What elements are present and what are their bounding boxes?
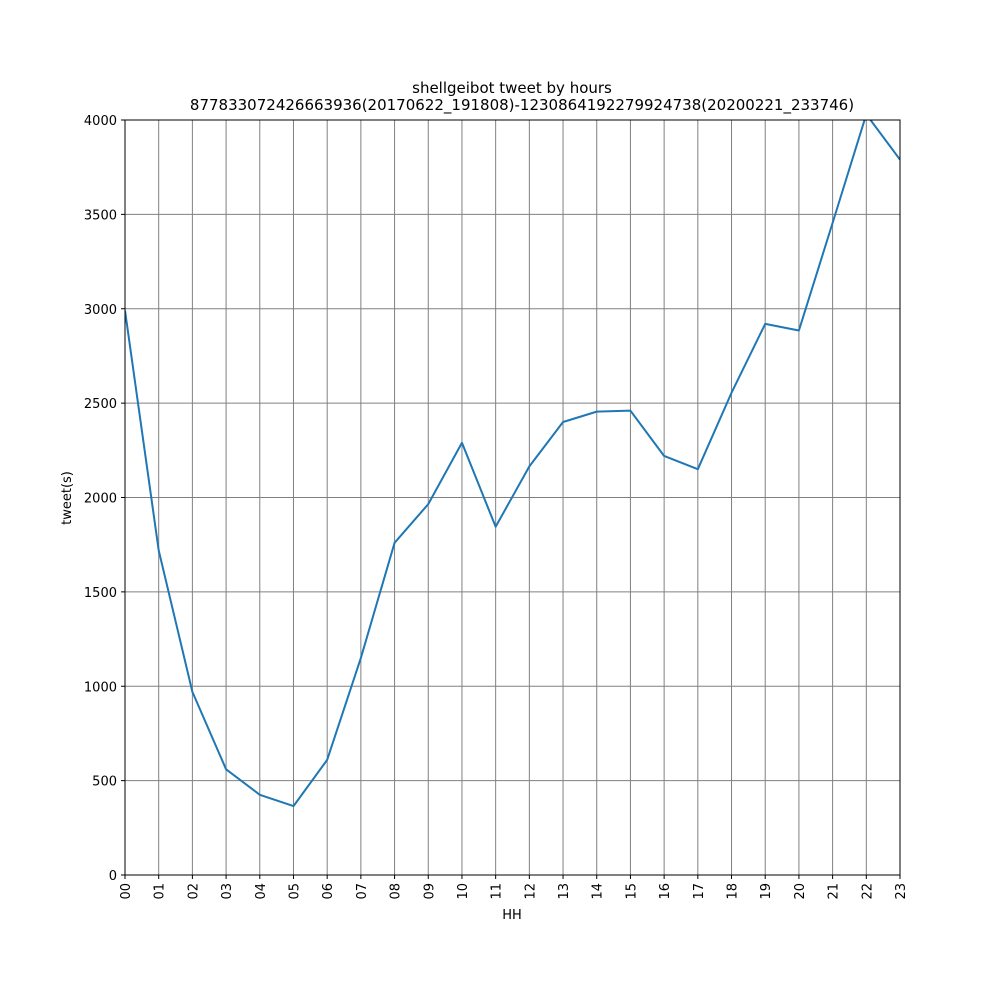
x-tick-label: 23 xyxy=(894,883,909,900)
x-tick-label: 10 xyxy=(456,883,471,900)
series-line xyxy=(125,120,900,808)
y-tick-label: 0 xyxy=(109,869,117,884)
x-tick-label: 07 xyxy=(355,883,370,900)
x-tick-label: 12 xyxy=(523,883,538,900)
x-tick-label: 22 xyxy=(860,883,875,900)
x-tick-label: 03 xyxy=(220,883,235,900)
x-axis-label: HH xyxy=(502,908,522,923)
x-tick-label: 20 xyxy=(793,883,808,900)
x-tick-label: 02 xyxy=(186,883,201,900)
chart-subtitle: 877833072426663936(20170622_191808)-1230… xyxy=(190,96,854,115)
x-tick-label: 13 xyxy=(557,883,572,900)
x-tick-label: 00 xyxy=(119,883,134,900)
y-tick-label: 3500 xyxy=(84,208,117,223)
x-tick-label: 01 xyxy=(153,883,168,900)
x-tick-label: 09 xyxy=(422,883,437,900)
y-tick-label: 3000 xyxy=(84,303,117,318)
x-tick-label: 11 xyxy=(490,883,505,900)
y-tick-label: 500 xyxy=(92,775,117,790)
x-tick-label: 16 xyxy=(658,883,673,900)
y-tick-label: 2500 xyxy=(84,397,117,412)
x-tick-label: 17 xyxy=(692,883,707,900)
x-tick-label: 21 xyxy=(827,883,842,900)
y-tick-label: 1500 xyxy=(84,586,117,601)
ticks: 00 01 02 03 04 05 06 07 08 09 10 11 12 13 14 15 16 17 18 19… xyxy=(84,114,909,900)
x-tick-label: 14 xyxy=(591,883,606,900)
x-tick-label: 19 xyxy=(759,883,774,900)
x-tick-label: 15 xyxy=(624,883,639,900)
plot-area xyxy=(125,120,900,808)
x-tick-label: 18 xyxy=(726,883,741,900)
y-tick-label: 1000 xyxy=(84,680,117,695)
x-tick-label: 08 xyxy=(389,883,404,900)
y-tick-label: 4000 xyxy=(84,114,117,129)
y-axis-label: tweet(s) xyxy=(60,471,75,525)
x-tick-label: 05 xyxy=(287,883,302,900)
y-tick-label: 2000 xyxy=(84,492,117,507)
chart-title: shellgeibot tweet by hours xyxy=(412,79,612,97)
x-tick-label: 06 xyxy=(321,883,336,900)
x-tick-label: 04 xyxy=(254,883,269,900)
